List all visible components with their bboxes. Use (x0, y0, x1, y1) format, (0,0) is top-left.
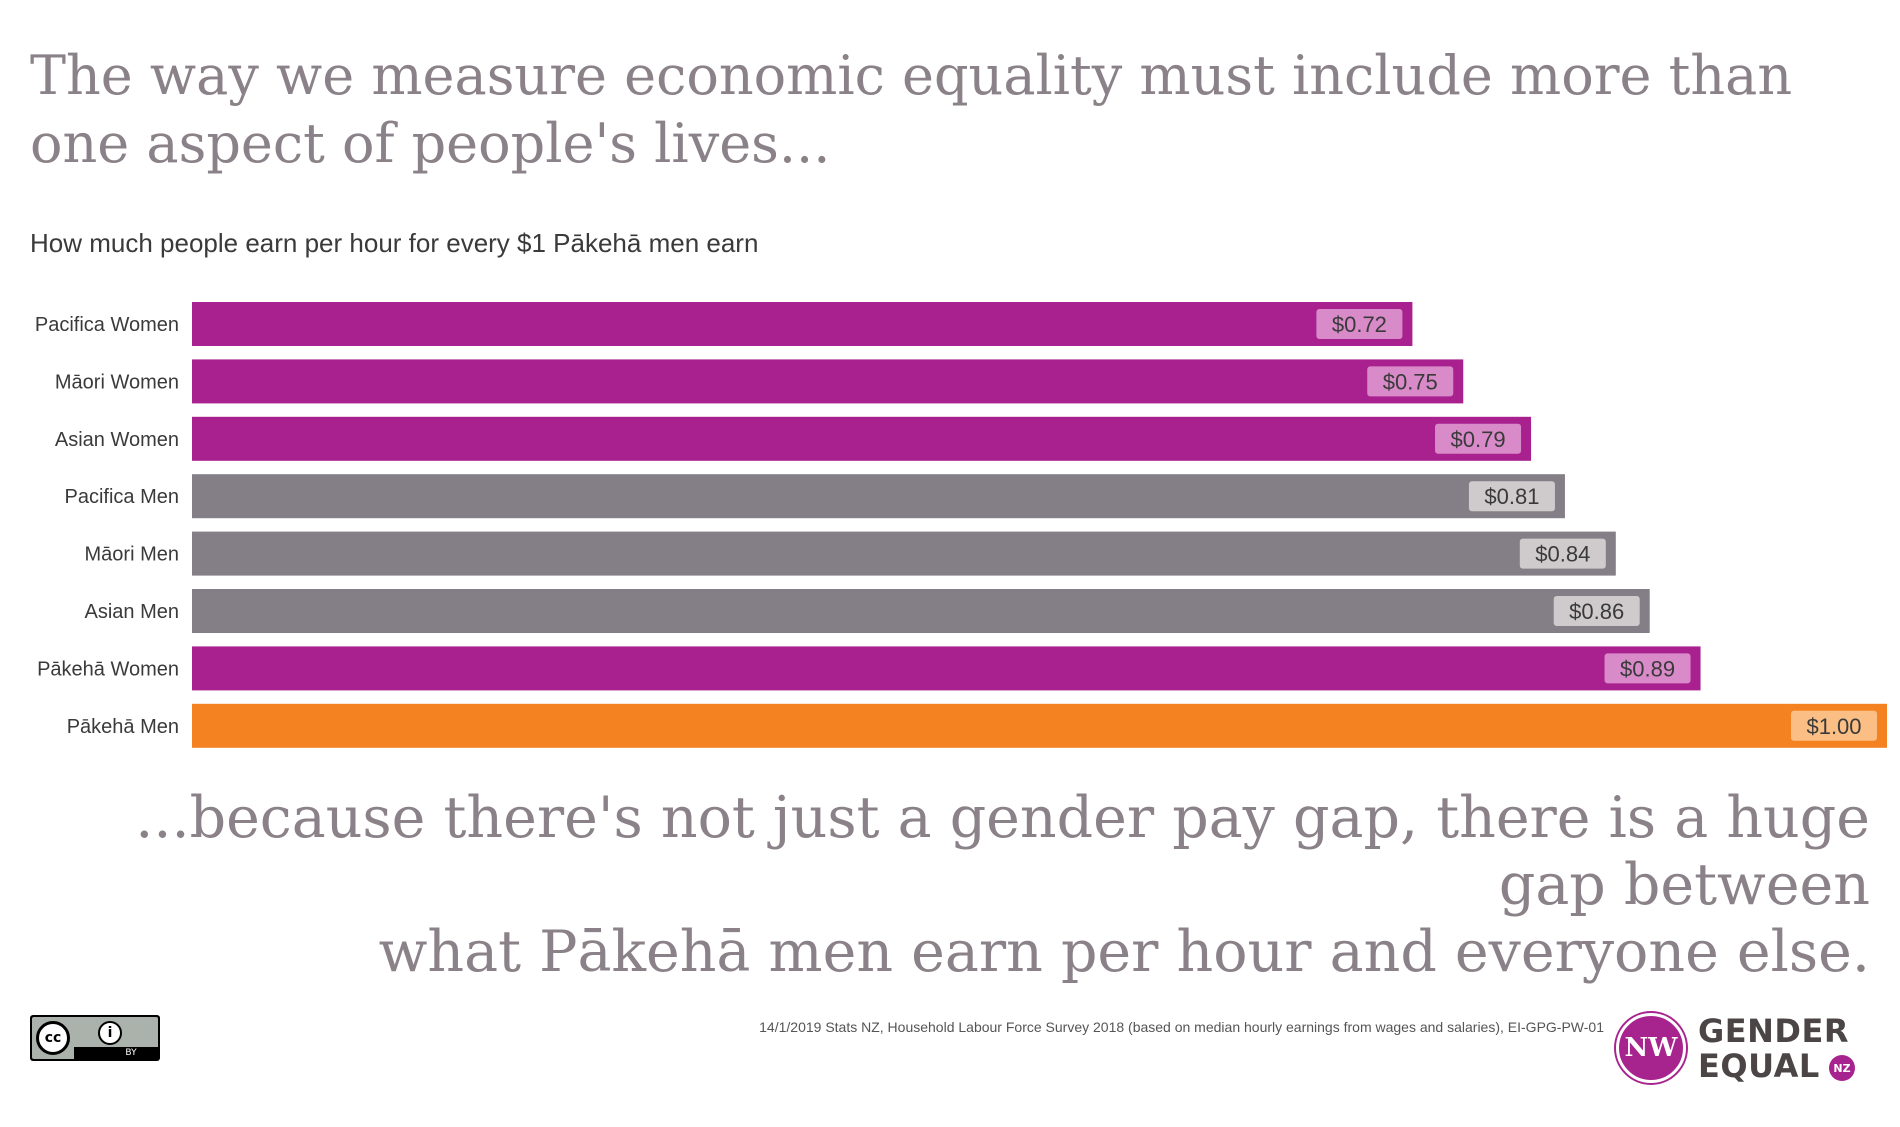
source-note: 14/1/2019 Stats NZ, Household Labour For… (759, 1019, 1604, 1035)
tagline-line-1: ...because there's not just a gender pay… (135, 785, 1870, 918)
value-label-box (1791, 710, 1877, 741)
category-label: Pākehā Men (67, 716, 179, 738)
value-label: $0.75 (1383, 369, 1438, 394)
headline: The way we measure economic equality mus… (30, 44, 1793, 175)
bar (192, 474, 1565, 519)
bar (192, 646, 1701, 691)
value-label-box (1468, 481, 1555, 512)
gender-equal-nz-logo[interactable]: NW GENDER EQUAL NZ (1616, 1012, 1886, 1084)
category-label: Pākehā Women (37, 658, 179, 680)
bar (192, 302, 1413, 346)
bar (192, 589, 1650, 633)
category-label: Pacifica Men (65, 486, 180, 508)
category-label: Asian Men (85, 601, 180, 623)
category-label: Māori Women (55, 371, 179, 393)
nz-badge-icon: NZ (1829, 1055, 1855, 1081)
category-label: Māori Men (85, 544, 179, 566)
attribution-person-icon: i (98, 1021, 122, 1045)
logo-word-equal: EQUAL (1698, 1047, 1820, 1085)
cc-icon: cc (36, 1021, 70, 1055)
nw-monogram-icon: NW (1616, 1013, 1686, 1083)
bar-chart: Pacifica Women $0.72 Māori Women $0.75 Asian… (35, 302, 1887, 748)
bar (192, 359, 1464, 404)
value-label: $0.84 (1535, 542, 1590, 567)
value-label: $0.89 (1620, 656, 1675, 681)
category-label: Pacifica Women (35, 314, 179, 336)
tagline: ...because there's not just a gender pay… (30, 785, 1870, 986)
value-label-box (1316, 309, 1403, 339)
value-label: $0.81 (1484, 484, 1539, 509)
bar (192, 703, 1887, 748)
value-label: $1.00 (1806, 714, 1861, 739)
category-label: Asian Women (55, 429, 179, 451)
value-label: $0.72 (1332, 312, 1387, 337)
value-label-box (1604, 653, 1691, 684)
license-badge-body: cc i BY (32, 1017, 158, 1059)
value-label-box (1553, 596, 1640, 626)
creative-commons-by-icon[interactable]: cc i BY (30, 1015, 160, 1061)
value-label: $0.86 (1569, 599, 1624, 624)
by-label: BY (74, 1047, 158, 1059)
bar (192, 416, 1532, 461)
bar (192, 531, 1616, 576)
value-label-box (1367, 366, 1454, 397)
value-label: $0.79 (1451, 427, 1506, 452)
chart-title: How much people earn per hour for every … (30, 228, 759, 258)
tagline-line-2: what Pākehā men earn per hour and everyo… (378, 919, 1870, 985)
value-label-box (1519, 538, 1606, 569)
logo-word-gender: GENDER (1698, 1012, 1849, 1050)
value-label-box (1435, 423, 1522, 454)
